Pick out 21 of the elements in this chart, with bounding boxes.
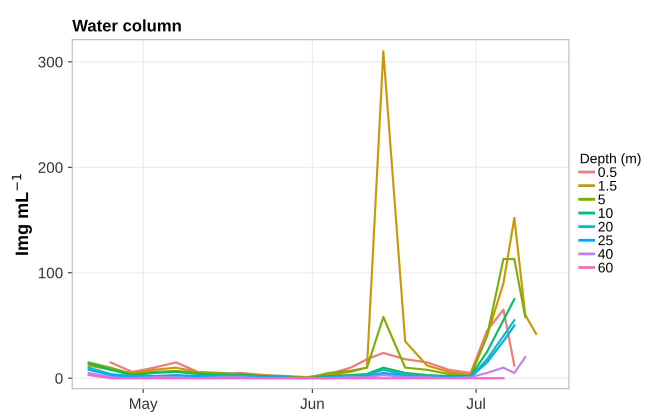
y-axis-title: Img mL$^{−1}$: [12, 174, 32, 255]
line-series: [88, 258, 526, 380]
legend-label: 20: [598, 222, 613, 232]
legend-label: 0.5: [598, 167, 616, 178]
y-tick-label: 100: [38, 268, 63, 278]
legend-label: 1.5: [598, 180, 616, 191]
legend-label: 10: [598, 208, 613, 218]
legend-label: 40: [598, 249, 613, 259]
x-tick-label: Jul: [466, 398, 485, 409]
y-tick-label: 0: [55, 373, 63, 384]
legend-label: 25: [598, 235, 613, 246]
x-tick-label: May: [130, 398, 158, 412]
legend-label: 60: [598, 262, 613, 273]
legend-label: 5: [598, 194, 605, 204]
line-series: [88, 50, 538, 378]
legend-title: Depth (m): [580, 153, 641, 166]
y-tick-label: 200: [38, 162, 63, 173]
chart-title: Water column: [72, 19, 181, 32]
y-tick-label: 300: [38, 56, 63, 68]
line-series: [88, 298, 516, 380]
x-tick-label: Jun: [300, 398, 324, 409]
